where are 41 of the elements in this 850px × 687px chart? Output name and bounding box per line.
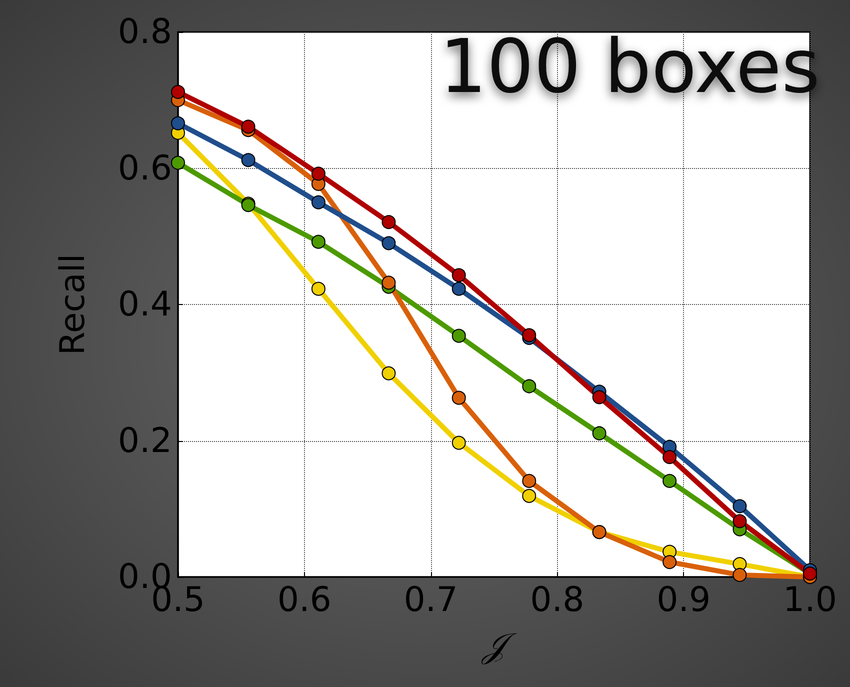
point <box>592 426 606 440</box>
point <box>311 166 326 181</box>
point <box>662 474 677 488</box>
point <box>311 282 326 296</box>
point <box>382 366 396 380</box>
point <box>311 195 326 210</box>
point <box>241 120 256 134</box>
x-tick-label: 1.0 <box>782 580 838 620</box>
point <box>382 215 396 230</box>
point <box>662 555 677 570</box>
point <box>522 474 536 488</box>
x-axis-title: 𝒥 <box>480 626 518 666</box>
y-axis-title: Recall <box>53 254 93 356</box>
point <box>171 156 185 170</box>
y-tick-label: 0.2 <box>118 420 172 461</box>
x-tick-label: 0.9 <box>656 580 711 620</box>
point <box>662 450 677 464</box>
point <box>732 514 747 528</box>
point <box>382 276 396 290</box>
x-tick-label: 0.8 <box>530 580 584 620</box>
point <box>452 268 466 282</box>
point <box>522 379 536 394</box>
x-tick-label: 0.6 <box>277 580 332 620</box>
point <box>311 234 326 249</box>
y-tick-label: 0.8 <box>118 12 172 52</box>
point <box>452 328 466 343</box>
point <box>452 390 466 405</box>
point <box>241 153 256 168</box>
point <box>592 390 606 404</box>
y-tick-label: 0.4 <box>118 284 172 324</box>
point <box>171 116 185 130</box>
point <box>171 84 185 99</box>
x-tick-label: 0.7 <box>404 580 458 620</box>
point <box>732 568 747 582</box>
point <box>732 499 747 514</box>
point <box>452 282 466 296</box>
point <box>522 328 536 342</box>
y-tick-label: 0.6 <box>118 148 172 188</box>
point <box>382 236 396 250</box>
point <box>522 488 536 503</box>
point <box>452 436 466 450</box>
